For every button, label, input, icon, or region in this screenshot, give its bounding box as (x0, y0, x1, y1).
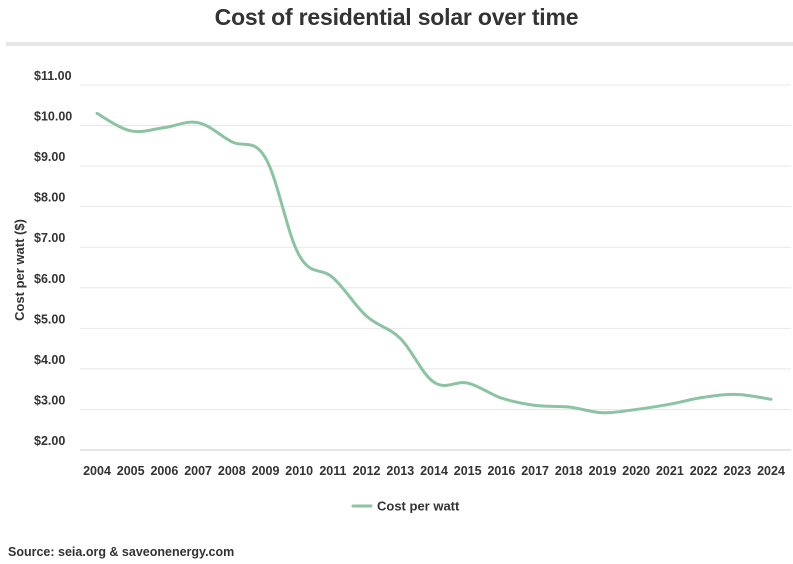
x-tick-label: 2013 (386, 464, 414, 478)
x-tick-label: 2021 (656, 464, 684, 478)
y-axis: $2.00 $3.00 $4.00 $5.00 $6.00 $7.00 $8.00 $9.00… (34, 69, 72, 448)
title-divider (6, 42, 793, 46)
x-tick-label: 2022 (690, 464, 718, 478)
y-tick-label: $3.00 (34, 393, 65, 407)
x-tick-label: 2010 (285, 464, 313, 478)
gridlines (80, 84, 791, 451)
series-group (95, 111, 773, 415)
x-tick-label: 2015 (454, 464, 482, 478)
x-tick-label: 2012 (353, 464, 381, 478)
y-tick-label: $6.00 (34, 272, 65, 286)
x-tick-label: 2016 (487, 464, 515, 478)
x-tick-label: 2020 (622, 464, 650, 478)
x-tick-label: 2008 (218, 464, 246, 478)
x-tick-label: 2011 (319, 464, 346, 478)
x-tick-label: 2009 (252, 464, 280, 478)
x-tick-label: 2017 (521, 464, 549, 478)
y-axis-label: Cost per watt ($) (12, 219, 27, 321)
x-axis: 2004 2005 2006 2007 2008 2009 2010 2011 2012 2013… (83, 464, 785, 478)
x-tick-label: 2023 (723, 464, 751, 478)
y-tick-label: $5.00 (34, 312, 65, 326)
chart-title: Cost of residential solar over time (214, 4, 579, 30)
y-tick-label: $8.00 (34, 191, 65, 205)
y-tick-label: $10.00 (34, 110, 72, 124)
x-tick-label: 2005 (117, 464, 145, 478)
x-tick-label: 2024 (757, 464, 785, 478)
y-tick-label: $2.00 (34, 434, 65, 448)
x-tick-label: 2006 (150, 464, 178, 478)
legend-label: Cost per watt (377, 499, 460, 514)
x-tick-label: 2014 (420, 464, 448, 478)
y-tick-label: $4.00 (34, 353, 65, 367)
y-tick-label: $7.00 (34, 231, 65, 245)
x-tick-label: 2007 (184, 464, 212, 478)
x-tick-label: 2004 (83, 464, 111, 478)
y-tick-label: $9.00 (34, 150, 65, 164)
x-tick-label: 2019 (589, 464, 617, 478)
source-note: Source: seia.org & saveonenergy.com (8, 545, 235, 559)
x-tick-label: 2018 (555, 464, 583, 478)
legend: Cost per watt (351, 499, 460, 514)
y-tick-label: $11.00 (34, 69, 72, 83)
line-chart: $2.00 $3.00 $4.00 $5.00 $6.00 $7.00 $8.00 $9.00… (12, 69, 791, 514)
series-line-cost-per-watt (95, 111, 773, 415)
